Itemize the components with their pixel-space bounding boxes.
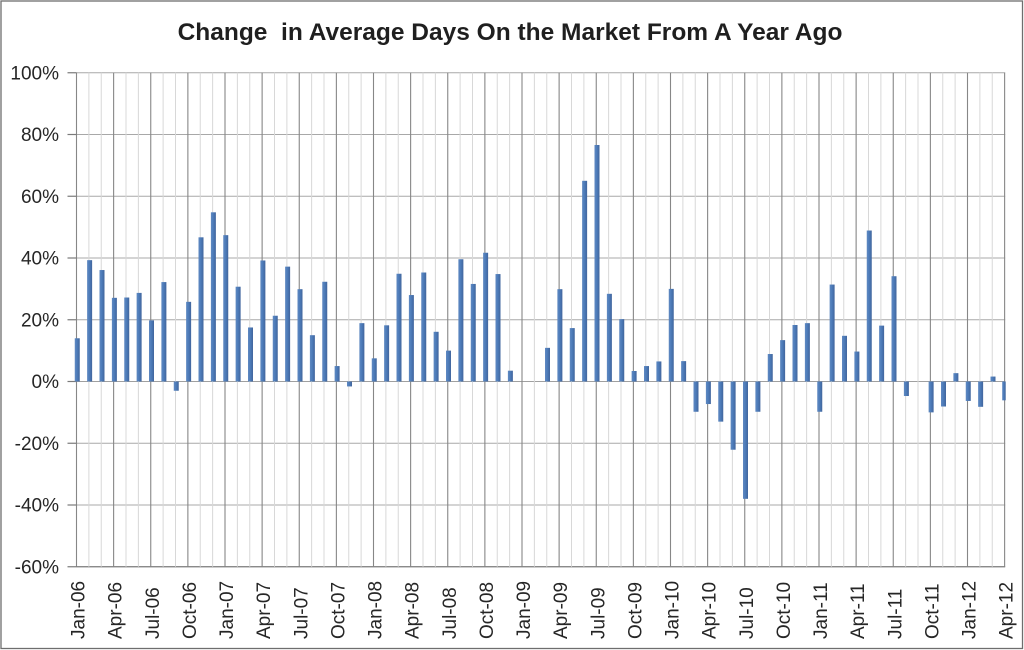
svg-text:Jul-10: Jul-10 (737, 587, 758, 639)
svg-text:Jan-08: Jan-08 (366, 581, 387, 639)
svg-text:Jan-09: Jan-09 (514, 581, 535, 639)
svg-text:Jan-11: Jan-11 (811, 582, 832, 639)
svg-text:Jul-07: Jul-07 (291, 587, 312, 639)
svg-text:Jan-06: Jan-06 (69, 581, 90, 639)
svg-text:Oct-10: Oct-10 (774, 582, 795, 639)
svg-text:Jul-08: Jul-08 (440, 587, 461, 639)
svg-text:80%: 80% (21, 125, 59, 146)
svg-text:100%: 100% (10, 63, 59, 84)
svg-text:Jul-09: Jul-09 (588, 587, 609, 639)
svg-text:Apr-07: Apr-07 (254, 582, 275, 639)
svg-text:-40%: -40% (15, 496, 59, 517)
svg-text:Apr-09: Apr-09 (551, 582, 572, 639)
svg-text:Change in Average Days On the: Change in Average Days On the Market Fro… (178, 19, 843, 46)
svg-text:Jul-11: Jul-11 (885, 589, 906, 639)
svg-text:-20%: -20% (15, 434, 59, 455)
svg-text:Apr-12: Apr-12 (997, 582, 1018, 639)
svg-text:Oct-06: Oct-06 (180, 582, 201, 639)
svg-text:Apr-11: Apr-11 (848, 583, 869, 639)
svg-text:0%: 0% (32, 372, 60, 393)
svg-text:Oct-08: Oct-08 (477, 582, 498, 639)
svg-text:Oct-07: Oct-07 (328, 582, 349, 639)
svg-text:Jan-07: Jan-07 (217, 581, 238, 639)
svg-text:Jan-10: Jan-10 (663, 581, 684, 639)
svg-text:20%: 20% (21, 310, 59, 331)
svg-text:Jul-06: Jul-06 (143, 587, 164, 639)
svg-text:-60%: -60% (15, 557, 59, 578)
svg-text:Oct-09: Oct-09 (625, 582, 646, 639)
svg-text:60%: 60% (21, 187, 59, 208)
svg-text:Apr-10: Apr-10 (700, 582, 721, 639)
svg-text:40%: 40% (21, 249, 59, 270)
svg-text:Apr-06: Apr-06 (106, 582, 127, 639)
svg-text:Apr-08: Apr-08 (403, 582, 424, 639)
svg-text:Oct-11: Oct-11 (922, 583, 943, 639)
svg-text:Jan-12: Jan-12 (960, 581, 981, 639)
